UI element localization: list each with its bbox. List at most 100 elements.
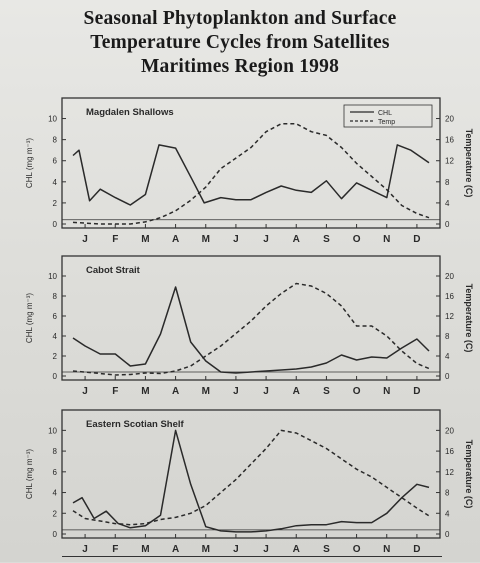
y-right-tick-label: 4 (445, 199, 450, 208)
y-right-tick-label: 0 (445, 220, 450, 229)
x-tick-label: D (413, 386, 420, 397)
y-right-tick-label: 8 (445, 332, 450, 341)
series-line-chl (72, 429, 430, 533)
x-tick-label: M (202, 386, 210, 397)
panel-label: Eastern Scotian Shelf (86, 419, 185, 430)
x-tick-label: S (323, 386, 330, 397)
y-left-tick-label: 0 (53, 372, 58, 381)
x-tick-label: M (202, 234, 210, 245)
y-right-tick-label: 12 (445, 312, 454, 321)
legend-chl-label: CHL (378, 110, 392, 117)
y-left-tick-label: 4 (53, 178, 58, 187)
x-tick-label: D (413, 544, 420, 555)
plot-frame (61, 255, 441, 381)
x-tick-label: J (263, 234, 269, 245)
x-tick-label: A (293, 544, 300, 555)
x-tick-label: M (141, 386, 149, 397)
y-left-axis-title: CHL (mg m⁻³) (25, 293, 34, 343)
bottom-rule (62, 556, 442, 563)
legend-box (343, 104, 433, 128)
chart-title-line-1: Seasonal Phytoplankton and Surface (83, 8, 397, 29)
chart-panel-3: 0 2 4 6 8 10 0 4 8 12 16 20 J F M A M J J A S O N D CHL (mg m⁻³)… (25, 409, 474, 555)
y-left-tick-label: 6 (53, 312, 58, 321)
chart-title-line-3: Maritimes Region 1998 (140, 56, 340, 77)
x-tick-label: A (172, 234, 179, 245)
series-line-temp (72, 123, 430, 225)
series-line-chl (72, 144, 430, 206)
x-tick-label: M (202, 544, 210, 555)
y-right-tick-label: 20 (445, 272, 454, 281)
x-tick-label: M (141, 234, 149, 245)
x-tick-label: F (112, 386, 118, 397)
y-left-tick-label: 2 (53, 352, 58, 361)
x-tick-label: M (141, 544, 149, 555)
series-line-temp (72, 282, 430, 376)
y-left-tick-label: 0 (53, 530, 58, 539)
y-left-tick-label: 6 (53, 157, 58, 166)
x-tick-label: J (263, 544, 269, 555)
x-tick-label: A (293, 234, 300, 245)
x-tick-label: J (82, 386, 88, 397)
x-tick-label: O (353, 386, 361, 397)
plot-frame (61, 409, 441, 539)
panel-label: Magdalen Shallows (86, 107, 174, 118)
x-tick-label: N (383, 386, 390, 397)
y-left-tick-label: 8 (53, 292, 58, 301)
y-right-tick-label: 4 (445, 352, 450, 361)
y-left-tick-label: 2 (53, 199, 58, 208)
x-tick-label: J (82, 544, 88, 555)
legend-temp-label: Temp (378, 119, 395, 126)
series-line-temp (72, 429, 430, 526)
y-right-tick-label: 16 (445, 136, 454, 145)
x-tick-label: D (413, 234, 420, 245)
y-right-axis-title: Temperature (C) (464, 129, 474, 198)
x-tick-label: O (353, 544, 361, 555)
x-tick-label: J (233, 386, 239, 397)
y-left-tick-label: 10 (48, 426, 57, 435)
x-tick-label: J (82, 234, 88, 245)
y-right-tick-label: 16 (445, 292, 454, 301)
x-tick-label: A (172, 544, 179, 555)
chart-title-line-2: Temperature Cycles from Satellites (90, 32, 390, 53)
y-left-tick-label: 0 (53, 220, 58, 229)
y-left-tick-label: 10 (48, 272, 57, 281)
x-tick-label: A (293, 386, 300, 397)
plot-frame (61, 97, 441, 229)
x-tick-label: J (263, 386, 269, 397)
y-left-tick-label: 2 (53, 509, 58, 518)
y-left-tick-label: 4 (53, 332, 58, 341)
y-right-tick-label: 16 (445, 447, 454, 456)
series-line-chl (72, 286, 430, 374)
x-tick-label: N (383, 544, 390, 555)
y-right-tick-label: 20 (445, 115, 454, 124)
y-left-axis-title: CHL (mg m⁻³) (25, 449, 34, 499)
y-left-tick-label: 4 (53, 489, 58, 498)
y-left-tick-label: 6 (53, 468, 58, 477)
y-right-tick-label: 4 (445, 509, 450, 518)
y-left-tick-label: 8 (53, 447, 58, 456)
chart-panel-2: 0 2 4 6 8 10 0 4 8 12 16 20 J F M A M J J A S O N D CHL (mg m⁻³)… (25, 255, 474, 397)
y-right-tick-label: 12 (445, 468, 454, 477)
chart-panel-1: 0 2 4 6 8 10 0 4 8 12 16 20 J F M A M J J A S O N D CHL (mg m⁻³)… (25, 97, 474, 245)
x-tick-label: O (353, 234, 361, 245)
y-right-tick-label: 0 (445, 372, 450, 381)
x-tick-label: A (172, 386, 179, 397)
y-right-tick-label: 12 (445, 157, 454, 166)
y-left-axis-title: CHL (mg m⁻³) (25, 138, 34, 188)
x-tick-label: F (112, 234, 118, 245)
x-tick-label: S (323, 234, 330, 245)
y-right-axis-title: Temperature (C) (464, 440, 474, 509)
x-tick-label: N (383, 234, 390, 245)
x-tick-label: J (233, 234, 239, 245)
y-left-tick-label: 8 (53, 136, 58, 145)
x-tick-label: S (323, 544, 330, 555)
y-right-tick-label: 8 (445, 178, 450, 187)
y-right-tick-label: 0 (445, 530, 450, 539)
x-tick-label: J (233, 544, 239, 555)
panel-label: Cabot Strait (86, 265, 141, 276)
y-right-tick-label: 8 (445, 489, 450, 498)
y-left-tick-label: 10 (48, 115, 57, 124)
y-right-axis-title: Temperature (C) (464, 284, 474, 353)
